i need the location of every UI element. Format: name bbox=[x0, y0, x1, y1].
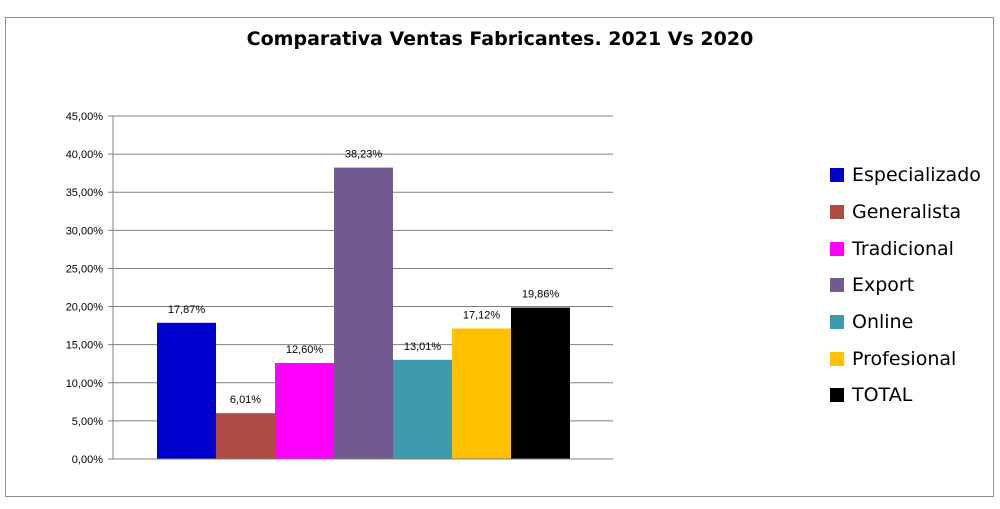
legend: Especializado Generalista Tradicional Expor… bbox=[830, 157, 981, 414]
y-tick-label: 25,00% bbox=[66, 263, 104, 275]
y-tick-label: 35,00% bbox=[66, 187, 104, 199]
y-tick-label: 40,00% bbox=[66, 149, 104, 161]
legend-item-profesional: Profesional bbox=[830, 340, 981, 377]
y-tick-label: 10,00% bbox=[66, 378, 104, 390]
bar-online bbox=[393, 359, 452, 459]
bar-export bbox=[334, 167, 393, 459]
data-label-total: 19,86% bbox=[522, 289, 560, 301]
legend-label: Tradicional bbox=[852, 237, 954, 260]
y-tick-label: 45,00% bbox=[66, 111, 104, 123]
data-label-profesional: 17,12% bbox=[463, 310, 501, 322]
y-tick-label: 15,00% bbox=[66, 340, 104, 352]
y-tick-label: 30,00% bbox=[66, 225, 104, 237]
legend-label: Generalista bbox=[852, 201, 962, 224]
bar-profesional bbox=[452, 328, 511, 459]
legend-item-tradicional: Tradicional bbox=[830, 230, 981, 267]
legend-item-export: Export bbox=[830, 267, 981, 304]
legend-item-online: Online bbox=[830, 304, 981, 341]
bar-tradicional bbox=[275, 362, 334, 459]
legend-swatch bbox=[830, 241, 844, 256]
y-tick-label: 5,00% bbox=[72, 416, 103, 428]
data-label-tradicional: 12,60% bbox=[286, 344, 324, 356]
y-tick-label: 0,00% bbox=[72, 454, 103, 466]
legend-item-total: TOTAL bbox=[830, 377, 981, 414]
data-label-export: 38,23% bbox=[345, 149, 383, 161]
y-tick-label: 20,00% bbox=[66, 302, 104, 314]
legend-swatch bbox=[830, 315, 844, 330]
chart-title: Comparativa Ventas Fabricantes. 2021 Vs … bbox=[246, 28, 754, 50]
legend-label: Online bbox=[852, 311, 914, 334]
legend-swatch bbox=[830, 205, 844, 220]
bar-total bbox=[511, 307, 570, 459]
legend-swatch bbox=[830, 168, 844, 183]
legend-swatch bbox=[830, 351, 844, 366]
legend-label: Export bbox=[852, 274, 915, 297]
legend-swatch bbox=[830, 388, 844, 403]
legend-item-generalista: Generalista bbox=[830, 194, 981, 231]
data-label-generalista: 6,01% bbox=[230, 394, 261, 406]
legend-swatch bbox=[830, 278, 844, 293]
bar-especializado bbox=[157, 322, 216, 459]
data-label-online: 13,01% bbox=[404, 341, 442, 353]
bar-generalista bbox=[216, 413, 275, 459]
legend-item-especializado: Especializado bbox=[830, 157, 981, 194]
legend-label: Especializado bbox=[852, 164, 981, 187]
legend-label: Profesional bbox=[852, 347, 957, 370]
legend-label: TOTAL bbox=[852, 384, 913, 407]
data-label-especializado: 17,87% bbox=[168, 304, 206, 316]
